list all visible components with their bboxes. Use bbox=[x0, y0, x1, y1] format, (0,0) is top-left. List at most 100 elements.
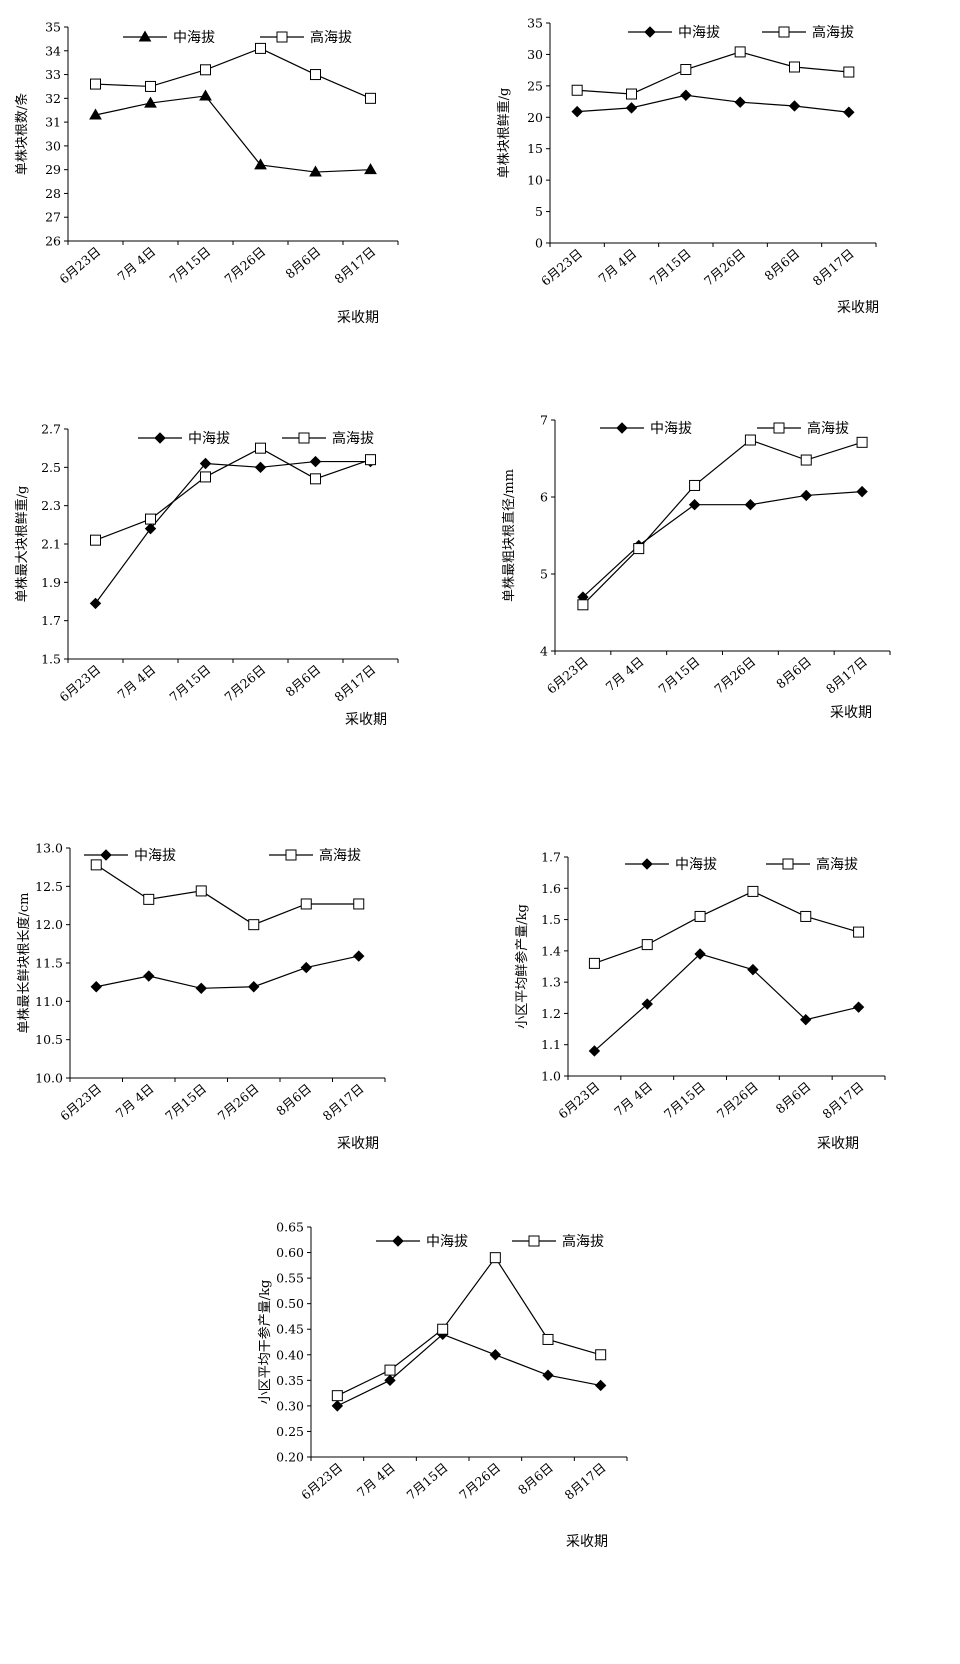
data-point-high-altitude bbox=[489, 1252, 501, 1264]
legend-marker bbox=[298, 432, 310, 444]
x-tick-label: 7月 4日 bbox=[114, 662, 158, 702]
legend-marker bbox=[778, 26, 790, 38]
x-tick-label: 8月17日 bbox=[819, 1079, 866, 1122]
y-tick-label: 1.5 bbox=[541, 912, 561, 927]
data-point-mid-altitude bbox=[788, 100, 801, 112]
y-axis-title: 单株最长鲜块根长度/cm bbox=[16, 893, 32, 1034]
y-tick-label: 0.45 bbox=[276, 1322, 304, 1337]
data-point-high-altitude bbox=[744, 434, 756, 446]
data-point-mid-altitude bbox=[694, 948, 706, 960]
x-tick-label: 8月17日 bbox=[810, 246, 857, 289]
chart-6: 1.0 1.1 1.2 1.3 1.4 1.5 1.6 1.7 6月23日 7月 4日 7月15日 7… bbox=[514, 850, 886, 1152]
legend-marker bbox=[773, 422, 785, 434]
data-point-high-altitude bbox=[694, 910, 706, 922]
y-tick-label: 34 bbox=[45, 43, 61, 58]
y-tick-label: 1.1 bbox=[541, 1037, 561, 1052]
data-point-high-altitude bbox=[365, 454, 376, 466]
data-point-mid-altitude bbox=[89, 597, 102, 610]
x-tick-label: 6月23日 bbox=[56, 662, 103, 705]
y-tick-label: 10.5 bbox=[35, 1032, 63, 1047]
x-tick-label: 7月15日 bbox=[166, 244, 213, 287]
data-point-high-altitude bbox=[145, 80, 156, 92]
series-line-high-altitude bbox=[582, 439, 863, 606]
x-tick-label: 8月6日 bbox=[773, 654, 814, 692]
y-tick-label: 30 bbox=[45, 138, 61, 153]
x-tick-label: 7月 4日 bbox=[595, 246, 639, 286]
y-tick-label: 1.7 bbox=[541, 850, 561, 865]
y-tick-label: 1.3 bbox=[541, 975, 561, 990]
data-point-high-altitude bbox=[680, 64, 692, 76]
y-axis-title: 单株块根数/条 bbox=[14, 93, 30, 175]
x-tick-label: 7月15日 bbox=[661, 1079, 708, 1122]
data-point-high-altitude bbox=[789, 61, 800, 73]
legend-marker bbox=[641, 858, 653, 870]
data-point-high-altitude bbox=[331, 1390, 343, 1402]
x-tick-label: 7月26日 bbox=[215, 1081, 262, 1124]
legend-label: 高海拔 bbox=[319, 847, 361, 864]
y-tick-label: 0.35 bbox=[276, 1373, 304, 1388]
legend-marker bbox=[782, 858, 794, 870]
data-point-high-altitude bbox=[310, 473, 321, 485]
data-point-high-altitude bbox=[90, 859, 102, 871]
y-tick-label: 7 bbox=[540, 413, 548, 428]
legend-label: 高海拔 bbox=[562, 1233, 604, 1250]
x-tick-label: 8月17日 bbox=[823, 654, 870, 697]
x-tick-label: 6月23日 bbox=[298, 1460, 345, 1503]
chart-4: 4 5 6 7 6月23日 7月 4日 7月15日 7月26日 8月6日 8月17日 单株最粗块根直… bbox=[502, 413, 891, 721]
data-point-high-altitude bbox=[145, 513, 156, 525]
x-axis-title: 采收期 bbox=[345, 712, 387, 728]
data-point-mid-altitude bbox=[843, 106, 855, 118]
y-tick-label: 0 bbox=[535, 236, 543, 251]
y-tick-label: 10 bbox=[527, 173, 543, 188]
x-tick-label: 7月26日 bbox=[456, 1460, 503, 1503]
y-tick-label: 0.60 bbox=[276, 1245, 304, 1260]
y-tick-label: 30 bbox=[527, 47, 543, 62]
y-tick-label: 33 bbox=[45, 67, 61, 82]
series-line-mid-altitude bbox=[582, 491, 863, 598]
data-point-high-altitude bbox=[689, 479, 701, 491]
data-point-mid-altitude bbox=[384, 1374, 396, 1387]
x-axis-title: 采收期 bbox=[837, 300, 879, 316]
y-tick-label: 2.5 bbox=[41, 460, 61, 475]
legend-label: 高海拔 bbox=[816, 856, 858, 873]
data-point-mid-altitude bbox=[89, 108, 102, 120]
data-point-high-altitude bbox=[577, 599, 589, 611]
y-tick-label: 1.7 bbox=[41, 613, 61, 628]
data-point-mid-altitude bbox=[625, 102, 638, 114]
x-tick-label: 8月17日 bbox=[331, 662, 378, 705]
data-point-high-altitude bbox=[588, 957, 600, 969]
y-tick-label: 0.25 bbox=[276, 1424, 304, 1439]
data-point-high-altitude bbox=[310, 69, 321, 81]
legend-marker bbox=[100, 849, 112, 861]
chart-1: 26 27 28 29 30 31 32 33 34 35 6月23日 7月 4日 7月15日 7月26日… bbox=[14, 20, 399, 326]
data-point-mid-altitude bbox=[588, 1045, 601, 1057]
x-tick-label: 7月26日 bbox=[714, 1079, 761, 1122]
y-tick-label: 0.65 bbox=[276, 1220, 304, 1235]
data-point-mid-altitude bbox=[254, 461, 267, 474]
data-point-mid-altitude bbox=[199, 89, 212, 101]
legend-label: 高海拔 bbox=[807, 420, 849, 437]
data-point-high-altitude bbox=[843, 66, 855, 78]
data-point-high-altitude bbox=[734, 46, 746, 58]
data-point-mid-altitude bbox=[734, 96, 746, 108]
y-tick-label: 10.0 bbox=[35, 1071, 63, 1086]
x-axis-title: 采收期 bbox=[337, 310, 379, 326]
data-point-high-altitude bbox=[437, 1323, 449, 1335]
y-tick-label: 2.1 bbox=[41, 537, 61, 552]
y-axis-title: 小区平均鲜参产量/kg bbox=[514, 904, 530, 1029]
y-tick-label: 0.40 bbox=[276, 1347, 304, 1362]
legend-label: 中海拔 bbox=[678, 25, 720, 41]
y-tick-label: 0.20 bbox=[276, 1450, 304, 1465]
legend-marker bbox=[644, 26, 656, 38]
data-point-high-altitude bbox=[195, 885, 207, 897]
x-tick-label: 7月 4日 bbox=[114, 244, 158, 284]
y-tick-label: 1.2 bbox=[541, 1006, 561, 1021]
series-line-high-altitude bbox=[594, 890, 859, 964]
data-point-mid-altitude bbox=[744, 498, 757, 511]
chart-3: 1.5 1.7 1.9 2.1 2.3 2.5 2.7 6月23日 7月 4日 7月15日 7月26… bbox=[14, 422, 399, 728]
data-point-high-altitude bbox=[595, 1349, 607, 1361]
y-tick-label: 0.50 bbox=[276, 1296, 304, 1311]
y-tick-label: 27 bbox=[45, 210, 61, 225]
legend-label: 中海拔 bbox=[426, 1234, 468, 1250]
